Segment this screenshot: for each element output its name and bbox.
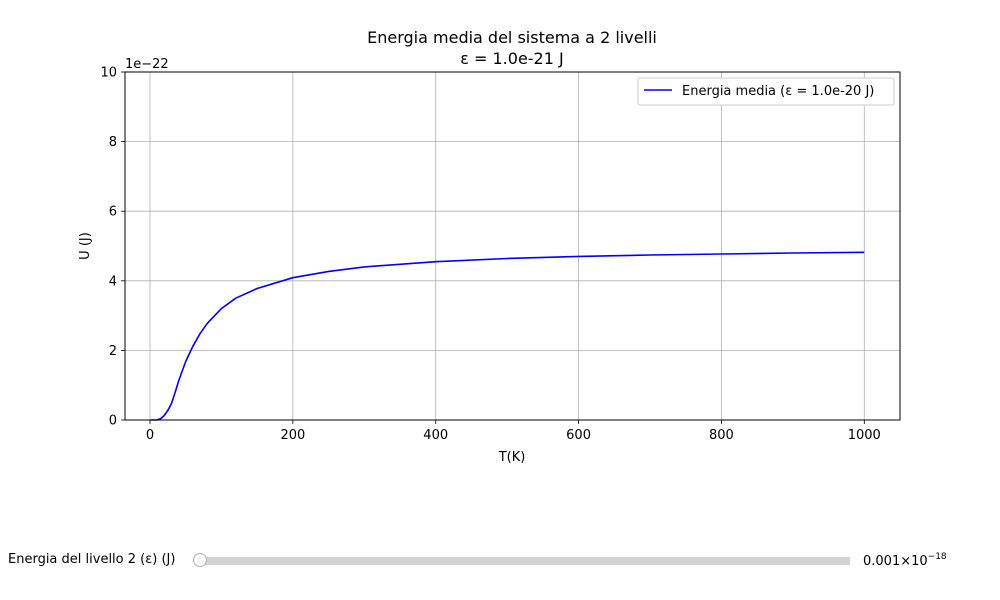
chart-canvas: Energia media del sistema a 2 livelli ε … bbox=[78, 28, 901, 465]
slider-value: 0.001×10−18 bbox=[863, 552, 947, 569]
chart-title: Energia media del sistema a 2 livelli bbox=[367, 28, 657, 47]
x-tick-label: 800 bbox=[709, 428, 734, 443]
y-tick-label: 0 bbox=[109, 414, 117, 429]
legend-entry: Energia media (ε = 1.0e-20 J) bbox=[682, 84, 874, 99]
slider-value-exponent: −18 bbox=[927, 552, 947, 562]
slider-value-mantissa: 0.001×10 bbox=[863, 554, 928, 569]
series-line bbox=[150, 251, 865, 421]
x-axis-label: T(K) bbox=[498, 450, 526, 465]
grid-lines bbox=[125, 71, 900, 421]
plot-frame bbox=[124, 71, 901, 421]
slider-track[interactable] bbox=[200, 557, 850, 565]
x-tick-label: 600 bbox=[566, 428, 591, 443]
epsilon-slider-row: Energia del livello 2 (ε) (J) 0.001×10−1… bbox=[0, 548, 1000, 574]
y-axis-offset-label: 1e−22 bbox=[125, 57, 169, 72]
y-tick-label: 8 bbox=[109, 135, 117, 150]
x-tick-label: 400 bbox=[423, 428, 448, 443]
y-tick-label: 4 bbox=[109, 274, 117, 289]
slider-knob[interactable] bbox=[193, 553, 207, 567]
x-tick-label: 0 bbox=[146, 428, 154, 443]
y-tick-label: 10 bbox=[100, 66, 117, 81]
legend-box bbox=[637, 77, 895, 106]
slider-label: Energia del livello 2 (ε) (J) bbox=[8, 552, 176, 567]
series-lines bbox=[150, 251, 865, 421]
y-tick-label: 2 bbox=[109, 344, 117, 359]
x-tick-label: 200 bbox=[280, 428, 305, 443]
chart-subtitle: ε = 1.0e-21 J bbox=[460, 49, 563, 68]
legend: Energia media (ε = 1.0e-20 J) bbox=[637, 77, 895, 106]
y-axis-label: U (J) bbox=[78, 232, 93, 260]
y-tick-label: 6 bbox=[109, 205, 117, 220]
axis-ticks: 0 200 400 600 800 1000 0 2 4 6 8 10 bbox=[100, 66, 880, 444]
x-tick-label: 1000 bbox=[848, 428, 881, 443]
